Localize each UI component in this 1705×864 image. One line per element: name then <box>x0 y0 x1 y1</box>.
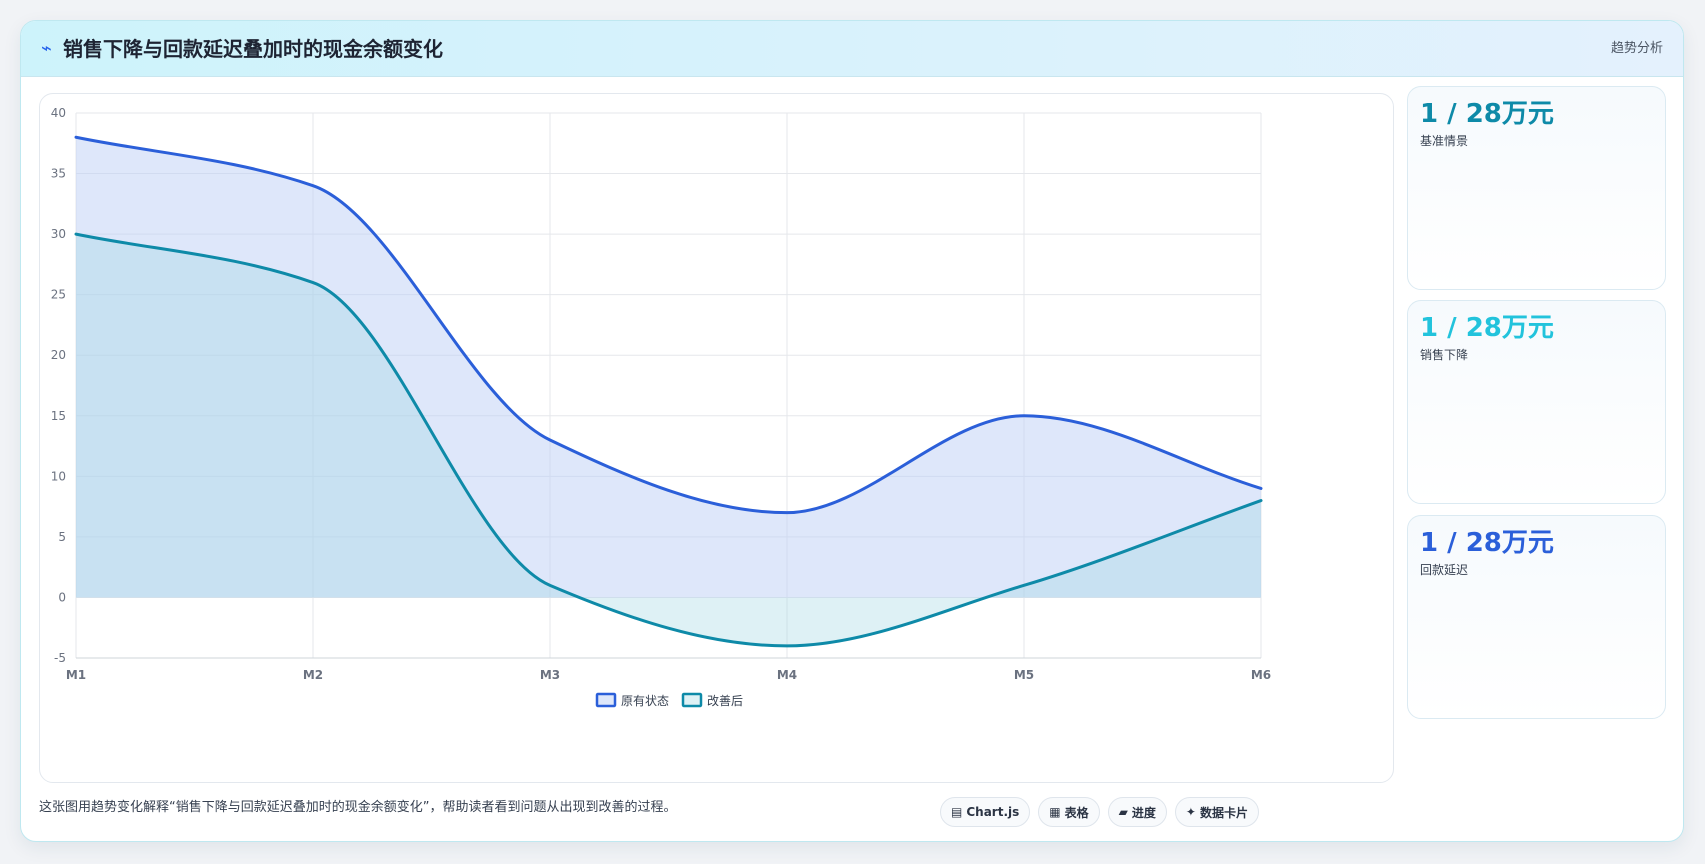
sparkle-icon: ✦ <box>1185 805 1196 819</box>
feature-pills: ▤ Chart.js ▦ 表格 ▰ 进度 ✦ 数据卡片 <box>940 797 1259 827</box>
series-line-1 <box>74 135 1263 515</box>
y-tick-label: 25 <box>51 288 66 302</box>
series-area-1 <box>76 137 1261 598</box>
header-tag: 趋势分析 <box>1610 41 1663 56</box>
pill-label: 表格 <box>1064 805 1089 820</box>
chart-legend: 原有状态 改善后 <box>595 692 743 708</box>
page-title: 销售下降与回款延迟叠加时的现金余额变化 <box>63 37 443 61</box>
series-line-2 <box>74 232 1263 648</box>
y-tick-label: -5 <box>54 651 66 665</box>
x-tick-label: M1 <box>66 668 86 682</box>
trend-icon: ⌁ <box>41 38 52 59</box>
stat-label: 回款延迟 <box>1420 563 1469 577</box>
y-tick-label: 35 <box>51 167 66 181</box>
stat-value: 1 / 28万元 <box>1420 99 1554 129</box>
card-header: ⌁ 销售下降与回款延迟叠加时的现金余额变化 趋势分析 <box>21 21 1683 77</box>
stat-value: 1 / 28万元 <box>1420 528 1554 558</box>
pill-label: Chart.js <box>966 805 1020 819</box>
pill-chartjs[interactable]: ▤ Chart.js <box>940 797 1031 827</box>
legend-swatch <box>595 692 617 708</box>
y-tick-label: 20 <box>51 348 66 362</box>
x-tick-label: M5 <box>1014 668 1034 682</box>
pill-label: 进度 <box>1131 805 1156 820</box>
x-tick-label: M6 <box>1251 668 1271 682</box>
stat-card-sales-drop: 1 / 28万元 销售下降 <box>1407 300 1666 504</box>
pill-progress[interactable]: ▰ 进度 <box>1107 797 1167 827</box>
progress-icon: ▰ <box>1118 805 1128 819</box>
line-chart: -5 0 5 10 15 20 25 30 35 40 M1 M2 M3 M4 M5 M6 原有状态 改善后 <box>51 106 1271 708</box>
y-tick-label: 30 <box>51 227 66 241</box>
pill-table[interactable]: ▦ 表格 <box>1038 797 1100 827</box>
chart-icon: ▤ <box>951 805 963 819</box>
pill-label: 数据卡片 <box>1199 805 1248 820</box>
legend-swatch <box>681 692 703 708</box>
legend-label: 原有状态 <box>621 694 669 708</box>
stat-card-payment-delay: 1 / 28万元 回款延迟 <box>1407 515 1666 719</box>
y-tick-label: 5 <box>58 530 66 544</box>
stat-label: 销售下降 <box>1420 348 1469 362</box>
y-tick-label: 10 <box>51 469 66 483</box>
pill-data-card[interactable]: ✦ 数据卡片 <box>1174 797 1259 827</box>
y-tick-label: 15 <box>51 409 66 423</box>
chart-description: 这张图用趋势变化解释“销售下降与回款延迟叠加时的现金余额变化”，帮助读者看到问题… <box>39 800 677 815</box>
chart-container: -5 0 5 10 15 20 25 30 35 40 M1 M2 M3 M4 M5 M6 原有状态 改善后 <box>39 93 1394 783</box>
stat-label: 基准情景 <box>1420 134 1469 148</box>
stat-value: 1 / 28万元 <box>1420 313 1554 343</box>
x-tick-label: M3 <box>540 668 560 682</box>
y-tick-label: 40 <box>51 106 66 120</box>
stat-card-baseline: 1 / 28万元 基准情景 <box>1407 86 1666 290</box>
chart-card: ⌁ 销售下降与回款延迟叠加时的现金余额变化 趋势分析 -5 0 5 10 15 20 25 3… <box>20 20 1684 842</box>
table-icon: ▦ <box>1049 805 1061 819</box>
y-tick-label: 0 <box>58 590 66 604</box>
legend-label: 改善后 <box>707 693 743 708</box>
x-tick-label: M2 <box>303 668 323 682</box>
x-tick-label: M4 <box>777 668 797 682</box>
